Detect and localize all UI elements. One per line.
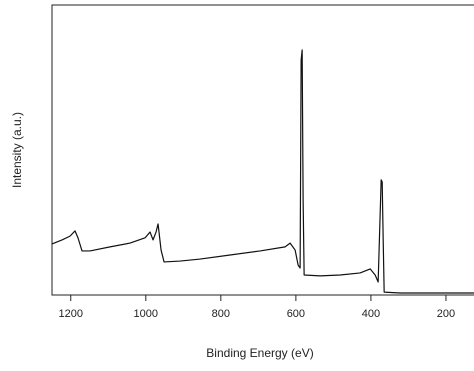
plot-frame [51,4,474,296]
x-tick-label: 200 [437,308,455,320]
x-tick-label: 600 [287,308,305,320]
y-axis-title: Intensity (a.u.) [10,112,24,188]
x-axis-title: Binding Energy (eV) [206,346,313,360]
x-tick-label: 1000 [134,308,158,320]
x-tick-label: 800 [212,308,230,320]
x-tick-label: 1200 [59,308,83,320]
spectrum-line [51,49,474,294]
x-tick-label: 400 [362,308,380,320]
